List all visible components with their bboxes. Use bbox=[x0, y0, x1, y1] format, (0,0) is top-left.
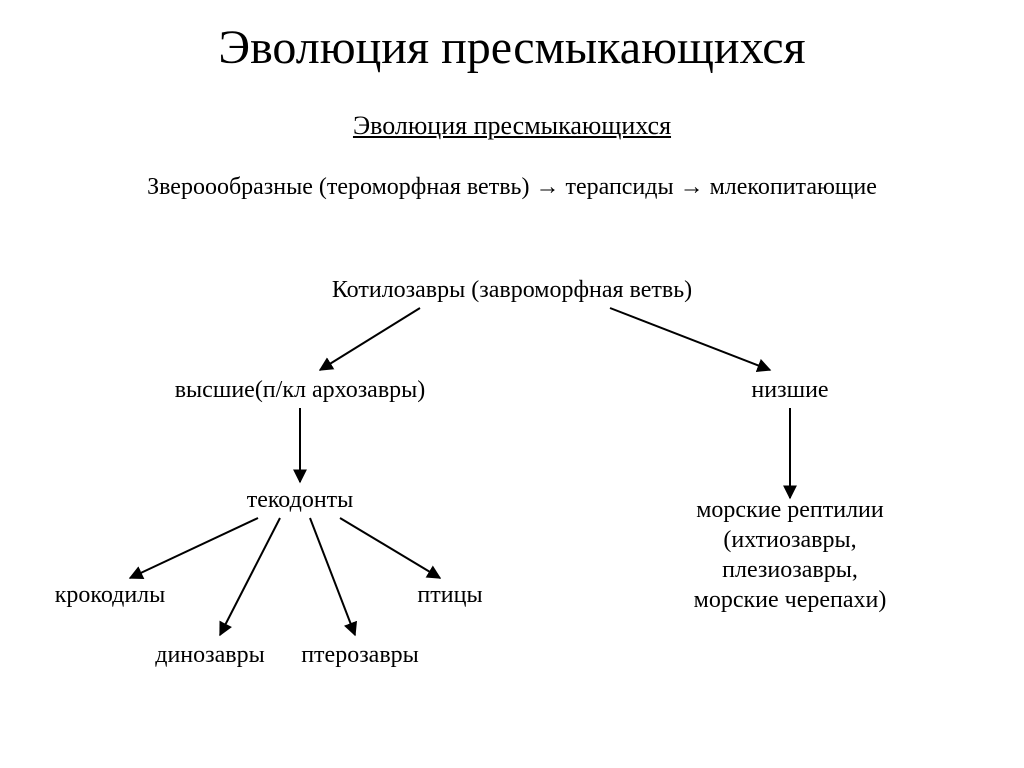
edge-arrow bbox=[320, 308, 420, 370]
node-birds: птицы bbox=[417, 580, 482, 610]
edge-arrow bbox=[310, 518, 355, 635]
node-root: Котилозавры (завроморфная ветвь) bbox=[332, 275, 692, 305]
lineage-line: Звероообразные (тероморфная ветвь) → тер… bbox=[0, 172, 1024, 202]
node-crocodiles: крокодилы bbox=[55, 580, 166, 610]
edge-arrow bbox=[130, 518, 258, 578]
node-pterosaurs: птерозавры bbox=[301, 640, 419, 670]
node-thecodonts: текодонты bbox=[247, 485, 354, 515]
edge-arrow bbox=[220, 518, 280, 635]
edge-arrow bbox=[340, 518, 440, 578]
node-marine: морские рептилии (ихтиозавры, плезиозавр… bbox=[694, 495, 887, 615]
slide-title: Эволюция пресмыкающихся bbox=[0, 18, 1024, 78]
edge-arrow bbox=[610, 308, 770, 370]
node-dinosaurs: динозавры bbox=[155, 640, 265, 670]
node-lower: низшие bbox=[751, 375, 828, 405]
diagram-subtitle: Эволюция пресмыкающихся bbox=[0, 110, 1024, 143]
node-higher: высшие(п/кл архозавры) bbox=[175, 375, 426, 405]
diagram-canvas: Эволюция пресмыкающихся Эволюция пресмык… bbox=[0, 0, 1024, 768]
